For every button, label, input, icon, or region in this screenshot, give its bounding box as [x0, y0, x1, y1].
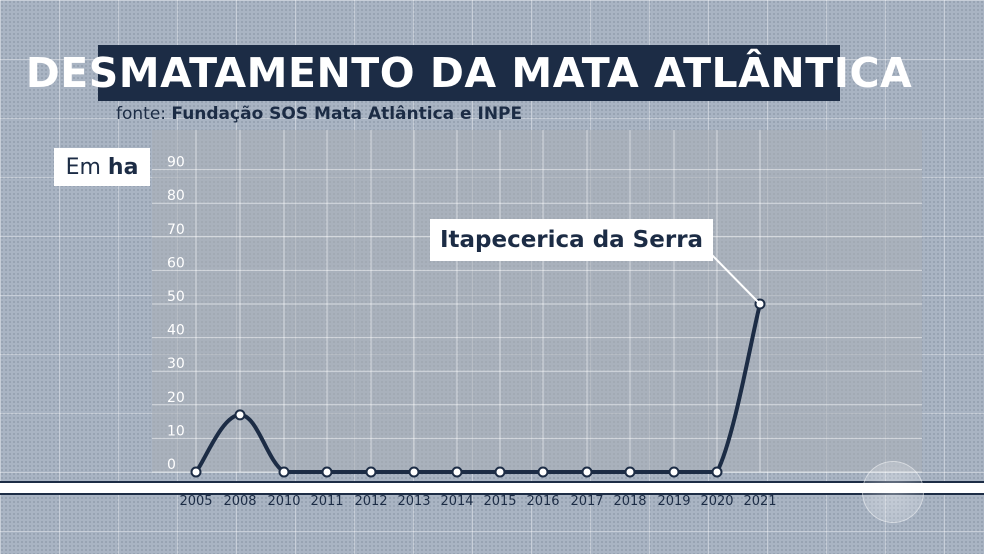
x-tick-label: 2016 — [526, 494, 559, 509]
data-point — [494, 466, 506, 478]
y-tick-label: 80 — [167, 188, 185, 204]
x-tick-label: 2021 — [743, 494, 776, 509]
y-tick-label: 90 — [167, 155, 185, 171]
chart-title: DESMATAMENTO DA MATA ATLÂNTICA — [26, 45, 912, 101]
x-tick-label: 2017 — [570, 494, 603, 509]
y-tick-label: 50 — [167, 289, 185, 305]
plot-area — [152, 130, 922, 472]
unit-label: Em ha — [54, 148, 150, 186]
data-point — [537, 466, 549, 478]
y-tick-label: 10 — [167, 423, 185, 439]
data-point — [321, 466, 333, 478]
source-prefix: fonte: — [116, 104, 172, 124]
data-point — [711, 466, 723, 478]
y-tick-label: 70 — [167, 222, 185, 238]
x-tick-label: 2013 — [397, 494, 430, 509]
source-name: Fundação SOS Mata Atlântica e INPE — [171, 104, 523, 124]
axis-baseline — [0, 481, 984, 495]
annotation-leader-line — [710, 253, 761, 305]
y-tick-label: 40 — [167, 323, 185, 339]
data-point — [668, 466, 680, 478]
unit-value: ha — [107, 154, 139, 180]
x-tick-label: 2008 — [223, 494, 256, 509]
data-point — [408, 466, 420, 478]
x-tick-label: 2014 — [440, 494, 473, 509]
series-line — [194, 302, 762, 474]
data-point — [451, 466, 463, 478]
x-tick-label: 2015 — [483, 494, 516, 509]
data-point — [581, 466, 593, 478]
x-tick-label: 2012 — [354, 494, 387, 509]
y-tick-label: 0 — [167, 457, 176, 473]
annotation-label: Itapecerica da Serra — [430, 219, 713, 261]
y-tick-label: 60 — [167, 255, 185, 271]
data-point — [234, 409, 246, 421]
channel-logo — [862, 461, 924, 523]
data-point — [624, 466, 636, 478]
data-point — [365, 466, 377, 478]
y-tick-label: 30 — [167, 356, 185, 372]
x-tick-label: 2018 — [613, 494, 646, 509]
source-line: fonte: Fundação SOS Mata Atlântica e INP… — [116, 104, 522, 124]
x-tick-label: 2011 — [310, 494, 343, 509]
x-tick-label: 2010 — [267, 494, 300, 509]
data-point — [278, 466, 290, 478]
data-point — [190, 466, 202, 478]
x-tick-label: 2020 — [700, 494, 733, 509]
unit-prefix: Em — [65, 154, 101, 180]
y-tick-label: 20 — [167, 390, 185, 406]
x-tick-label: 2019 — [657, 494, 690, 509]
x-tick-label: 2005 — [179, 494, 212, 509]
